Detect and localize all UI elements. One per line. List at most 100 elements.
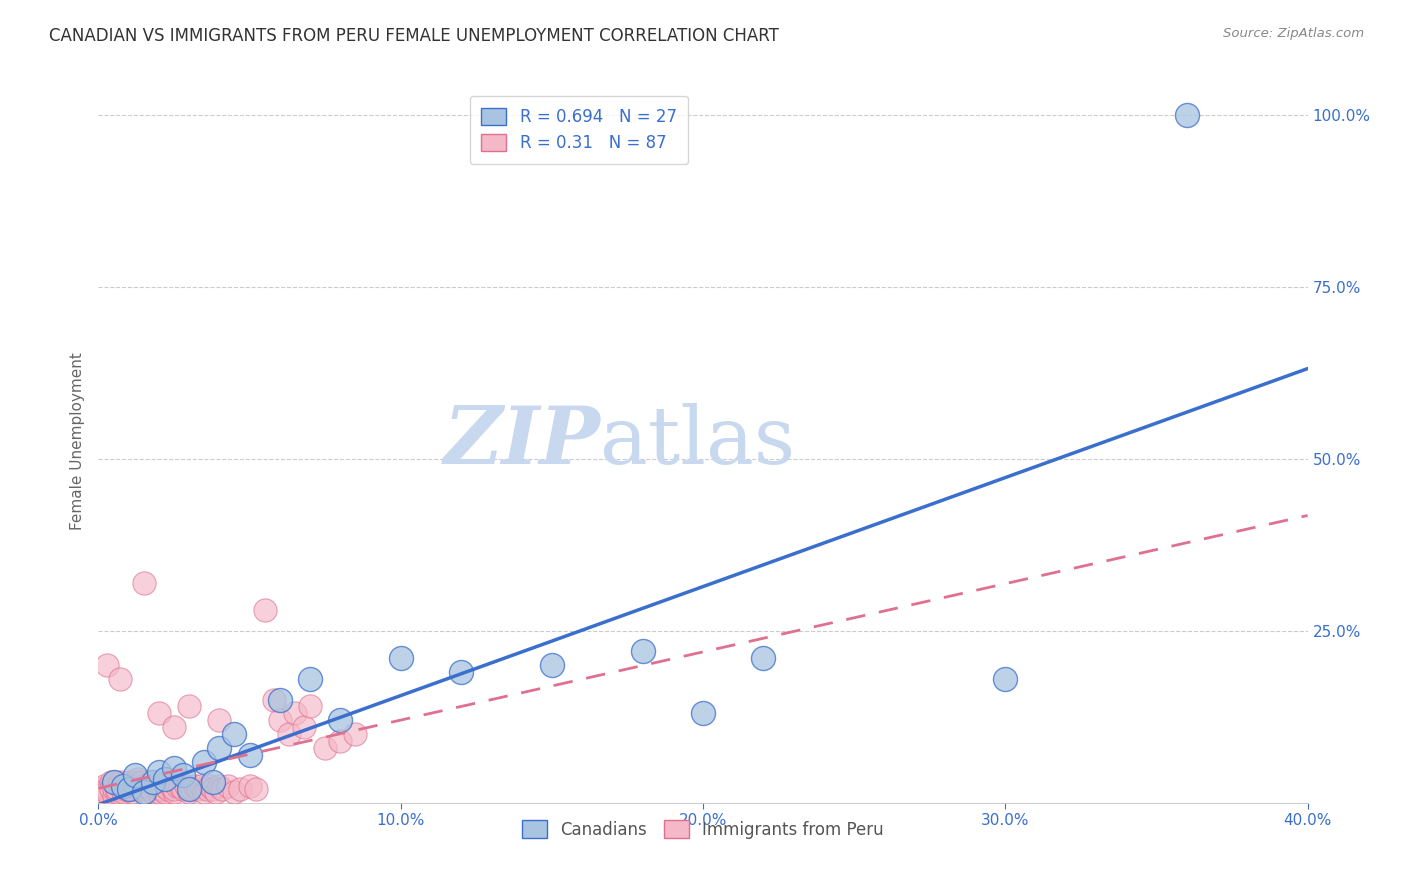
Point xyxy=(121,785,143,799)
Point xyxy=(245,782,267,797)
Point xyxy=(132,779,155,793)
Point xyxy=(114,779,136,793)
Point xyxy=(190,779,212,793)
Point xyxy=(124,779,146,793)
Point xyxy=(193,755,215,769)
Point xyxy=(994,672,1017,686)
Point xyxy=(127,782,149,797)
Point xyxy=(153,779,176,793)
Point xyxy=(195,782,218,797)
Point xyxy=(253,603,276,617)
Point xyxy=(202,782,225,797)
Point xyxy=(179,699,201,714)
Point xyxy=(163,720,186,734)
Point xyxy=(169,779,191,793)
Y-axis label: Female Unemployment: Female Unemployment xyxy=(69,352,84,531)
Point xyxy=(114,782,136,797)
Point xyxy=(299,699,322,714)
Point xyxy=(150,779,173,793)
Point xyxy=(239,747,262,762)
Point xyxy=(163,785,186,799)
Point xyxy=(108,672,131,686)
Point xyxy=(111,785,134,799)
Point xyxy=(90,782,112,797)
Point xyxy=(389,651,412,665)
Text: CANADIAN VS IMMIGRANTS FROM PERU FEMALE UNEMPLOYMENT CORRELATION CHART: CANADIAN VS IMMIGRANTS FROM PERU FEMALE … xyxy=(49,27,779,45)
Point xyxy=(129,779,152,793)
Point xyxy=(224,727,246,741)
Point xyxy=(111,779,134,793)
Point xyxy=(184,779,207,793)
Point xyxy=(139,782,162,797)
Point xyxy=(179,782,201,797)
Point xyxy=(172,782,194,797)
Point xyxy=(90,785,112,799)
Point xyxy=(156,782,179,797)
Point xyxy=(150,782,173,797)
Point xyxy=(263,692,285,706)
Point xyxy=(172,768,194,782)
Point xyxy=(148,764,170,779)
Point xyxy=(139,775,162,789)
Text: Source: ZipAtlas.com: Source: ZipAtlas.com xyxy=(1223,27,1364,40)
Point xyxy=(135,785,157,799)
Point xyxy=(179,785,201,799)
Point xyxy=(181,782,204,797)
Point xyxy=(132,785,155,799)
Point xyxy=(127,772,149,786)
Point xyxy=(752,651,775,665)
Point xyxy=(103,782,125,797)
Point xyxy=(329,734,352,748)
Point xyxy=(217,779,239,793)
Point xyxy=(163,761,186,775)
Point xyxy=(129,775,152,789)
Point xyxy=(142,779,165,793)
Point xyxy=(100,775,122,789)
Point xyxy=(277,727,299,741)
Point xyxy=(96,785,118,799)
Point xyxy=(96,782,118,797)
Point xyxy=(163,782,186,797)
Point xyxy=(132,575,155,590)
Point xyxy=(229,782,252,797)
Point xyxy=(166,779,188,793)
Point xyxy=(329,713,352,727)
Point xyxy=(135,779,157,793)
Point xyxy=(299,672,322,686)
Point xyxy=(93,789,115,803)
Point xyxy=(314,740,336,755)
Point xyxy=(148,782,170,797)
Point xyxy=(142,785,165,799)
Point xyxy=(202,775,225,789)
Point xyxy=(105,785,128,799)
Point xyxy=(344,727,367,741)
Point xyxy=(208,713,231,727)
Point xyxy=(108,775,131,789)
Point xyxy=(132,782,155,797)
Point xyxy=(631,644,654,658)
Point xyxy=(148,785,170,799)
Point xyxy=(692,706,714,721)
Point xyxy=(103,789,125,803)
Point xyxy=(208,779,231,793)
Point xyxy=(284,706,307,721)
Point xyxy=(208,740,231,755)
Point xyxy=(211,782,233,797)
Text: ZIP: ZIP xyxy=(443,403,600,480)
Point xyxy=(224,785,246,799)
Point xyxy=(108,779,131,793)
Point xyxy=(193,785,215,799)
Legend: Canadians, Immigrants from Peru: Canadians, Immigrants from Peru xyxy=(512,811,894,848)
Point xyxy=(105,782,128,797)
Point xyxy=(160,779,183,793)
Point xyxy=(118,779,141,793)
Point xyxy=(148,706,170,721)
Point xyxy=(100,782,122,797)
Point xyxy=(103,775,125,789)
Point xyxy=(118,782,141,797)
Point xyxy=(124,775,146,789)
Point xyxy=(187,782,209,797)
Point xyxy=(174,779,197,793)
Point xyxy=(239,779,262,793)
Point xyxy=(121,782,143,797)
